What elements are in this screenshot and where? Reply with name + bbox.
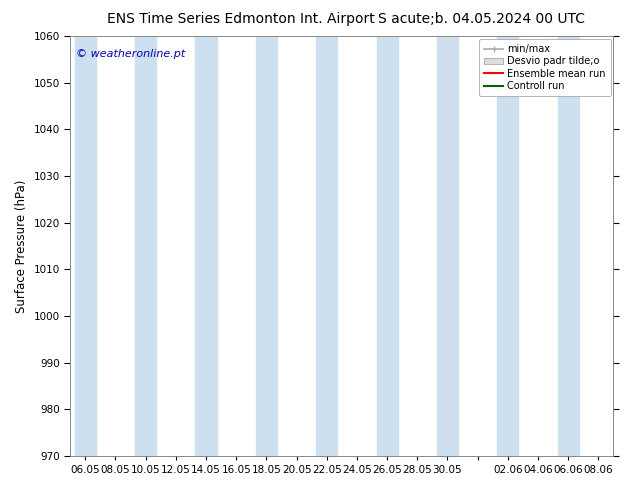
Bar — [497, 36, 519, 456]
Bar — [135, 36, 156, 456]
Text: ENS Time Series Edmonton Int. Airport: ENS Time Series Edmonton Int. Airport — [107, 12, 375, 26]
Bar — [558, 36, 579, 456]
Bar — [377, 36, 398, 456]
Bar — [195, 36, 217, 456]
Text: © weatheronline.pt: © weatheronline.pt — [75, 49, 185, 59]
Bar — [316, 36, 337, 456]
Bar — [437, 36, 458, 456]
Y-axis label: Surface Pressure (hPa): Surface Pressure (hPa) — [15, 179, 28, 313]
Bar — [256, 36, 277, 456]
Text: S acute;b. 04.05.2024 00 UTC: S acute;b. 04.05.2024 00 UTC — [378, 12, 585, 26]
Legend: min/max, Desvio padr tilde;o, Ensemble mean run, Controll run: min/max, Desvio padr tilde;o, Ensemble m… — [479, 39, 611, 96]
Bar — [75, 36, 96, 456]
